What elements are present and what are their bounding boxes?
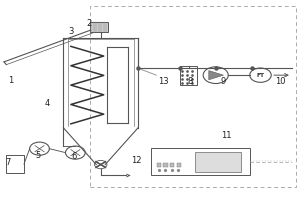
Circle shape xyxy=(65,146,85,159)
Bar xyxy=(6,155,24,173)
Text: 2: 2 xyxy=(86,19,92,28)
Text: 9: 9 xyxy=(220,77,226,86)
Text: FT: FT xyxy=(256,73,265,78)
Text: 8: 8 xyxy=(188,77,193,86)
Bar xyxy=(195,152,241,172)
Text: 10: 10 xyxy=(274,77,285,86)
Text: 13: 13 xyxy=(158,77,169,86)
Bar xyxy=(170,163,174,167)
Bar xyxy=(90,6,296,187)
Text: 6: 6 xyxy=(71,152,76,161)
Polygon shape xyxy=(209,71,224,80)
Bar xyxy=(90,22,108,32)
Text: 12: 12 xyxy=(131,156,142,165)
Bar xyxy=(157,163,161,167)
Text: 3: 3 xyxy=(68,27,74,36)
Circle shape xyxy=(250,68,271,82)
Bar xyxy=(164,163,168,167)
Bar xyxy=(152,148,250,175)
Bar xyxy=(180,66,197,85)
Text: 7: 7 xyxy=(5,158,11,167)
Text: 5: 5 xyxy=(35,151,40,160)
Circle shape xyxy=(94,160,107,169)
Text: 11: 11 xyxy=(221,131,231,140)
Text: 1: 1 xyxy=(8,76,14,85)
Bar xyxy=(177,163,181,167)
Circle shape xyxy=(203,67,228,84)
Circle shape xyxy=(30,142,50,155)
Text: 4: 4 xyxy=(44,99,50,108)
